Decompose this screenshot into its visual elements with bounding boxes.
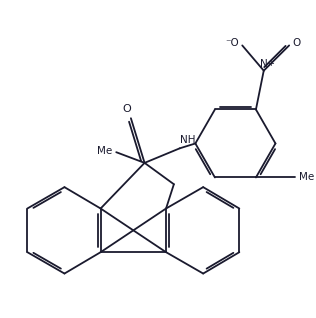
Text: N: N — [260, 59, 268, 69]
Text: O: O — [122, 104, 131, 114]
Text: +: + — [267, 59, 274, 68]
Text: Me: Me — [97, 146, 112, 156]
Text: O: O — [292, 38, 301, 48]
Text: ⁻O: ⁻O — [225, 38, 239, 48]
Text: NH: NH — [180, 135, 196, 145]
Text: Me: Me — [299, 172, 314, 183]
